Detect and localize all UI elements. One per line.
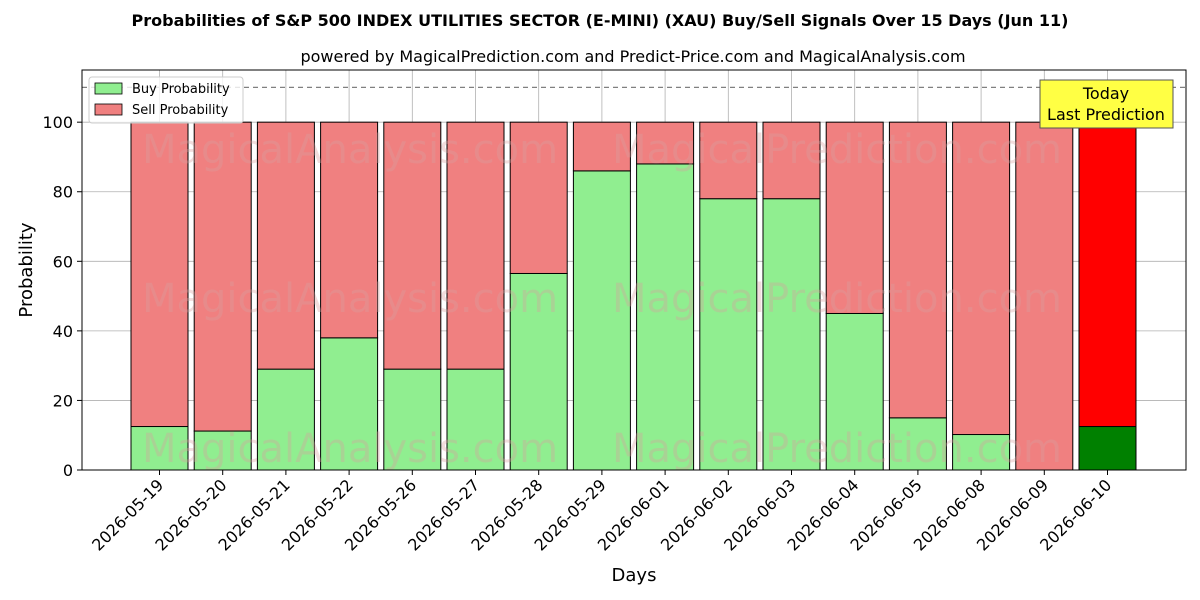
x-axis: 2026-05-192026-05-202026-05-212026-05-22… (88, 470, 1115, 555)
bar-buy-2026-05-26 (383, 368, 442, 471)
bar-sell-2026-06-04 (825, 121, 884, 314)
bar-buy-2026-05-27 (446, 368, 505, 471)
x-axis-label: Days (612, 565, 657, 586)
bar-sell-2026-06-02 (699, 121, 758, 200)
y-tick-label: 20 (53, 391, 73, 410)
bar-buy-2026-05-28 (509, 272, 568, 471)
bar-buy-2026-06-02 (699, 198, 758, 471)
bar-buy-2026-05-29 (572, 170, 631, 471)
watermark-text: MagicalAnalysis.com (142, 127, 558, 173)
bar-sell-2026-05-28 (509, 121, 568, 274)
bar-buy-2026-06-03 (762, 198, 821, 471)
bar-buy-2026-05-21 (256, 368, 315, 471)
bar-buy-2026-05-20 (193, 430, 252, 471)
y-tick-label: 40 (53, 322, 73, 341)
bar-sell-2026-05-29 (572, 121, 631, 172)
bar-sell-2026-06-05 (888, 121, 947, 419)
annotation-line2: Last Prediction (1047, 105, 1165, 124)
bar-sell-2026-05-21 (256, 121, 315, 370)
chart-subtitle: powered by MagicalPrediction.com and Pre… (300, 47, 965, 66)
bar-buy-2026-06-05 (888, 417, 947, 471)
bar-sell-2026-05-27 (446, 121, 505, 370)
legend-buy-label: Buy Probability (132, 82, 230, 97)
bar-sell-2026-06-01 (636, 121, 695, 165)
y-tick-label: 0 (63, 461, 73, 480)
bar-buy-2026-06-10 (1078, 426, 1137, 471)
bar-buy-2026-06-01 (636, 163, 695, 471)
legend-sell-swatch (94, 103, 123, 116)
bar-sell-2026-05-26 (383, 121, 442, 370)
bar-sell-2026-06-08 (952, 121, 1011, 436)
y-tick-label: 80 (53, 183, 73, 202)
watermarks: MagicalAnalysis.com MagicalPrediction.com… (142, 127, 1062, 472)
watermark-text: MagicalAnalysis.com (142, 276, 558, 322)
legend-sell-label: Sell Probability (132, 103, 229, 118)
watermark-text: MagicalPrediction.com (612, 127, 1062, 173)
annotation-line1: Today (1082, 84, 1129, 103)
bar-sell-2026-06-10 (1078, 121, 1137, 428)
legend-box (88, 76, 244, 124)
plot-frame (81, 69, 1187, 471)
bar-sell-2026-06-03 (762, 121, 821, 200)
chart-title: Probabilities of S&P 500 INDEX UTILITIES… (132, 11, 1069, 30)
today-annotation: Today Last Prediction (1039, 79, 1174, 129)
y-axis-label: Probability (16, 222, 37, 317)
legend-buy-swatch (94, 82, 123, 95)
bars (130, 121, 1137, 471)
y-axis: 0 20 40 60 80 100 (42, 113, 82, 480)
annotation-box (1039, 79, 1174, 129)
bar-buy-2026-06-04 (825, 312, 884, 471)
y-tick-label: 60 (53, 252, 73, 271)
bar-buy-2026-05-22 (320, 337, 379, 471)
bar-sell-2026-05-22 (320, 121, 379, 339)
watermark-text: MagicalPrediction.com (612, 276, 1062, 322)
watermark-text: MagicalAnalysis.com (142, 426, 558, 472)
bar-sell-2026-05-19 (130, 121, 189, 428)
legend: Buy Probability Sell Probability (88, 76, 244, 124)
y-tick-label: 100 (42, 113, 73, 132)
watermark-text: MagicalPrediction.com (612, 426, 1062, 472)
